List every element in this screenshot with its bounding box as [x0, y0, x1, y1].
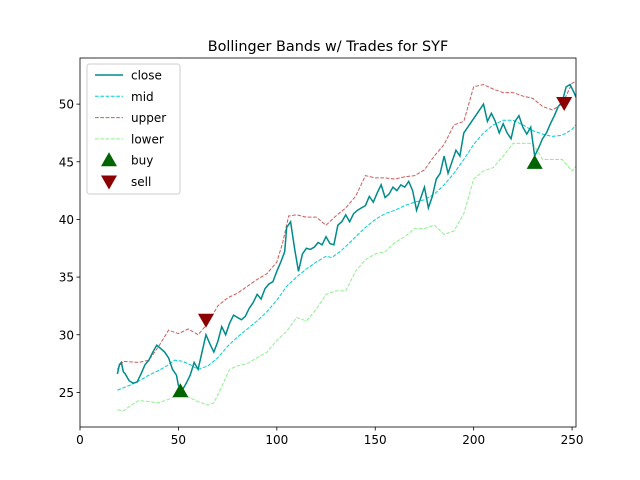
x-tick-label: 200 — [462, 433, 485, 447]
legend-label-lower: lower — [131, 132, 164, 146]
series-line-close — [116, 83, 576, 392]
legend-swatch-buy — [101, 152, 117, 167]
x-tick-label: 100 — [265, 433, 288, 447]
legend-label-buy: buy — [131, 154, 153, 168]
x-tick-label: 50 — [171, 433, 186, 447]
x-tick-label: 0 — [76, 433, 84, 447]
y-tick-label: 25 — [59, 386, 74, 400]
y-tick-label: 30 — [59, 328, 74, 342]
x-tick-label: 250 — [561, 433, 584, 447]
chart-title: Bollinger Bands w/ Trades for SYF — [208, 39, 449, 55]
legend-label-close: close — [131, 69, 162, 83]
series-line-upper — [116, 80, 576, 370]
sell-marker-1 — [556, 96, 573, 111]
y-tick-label: 45 — [59, 155, 74, 169]
axes-frame — [79, 57, 577, 428]
legend-swatch-sell — [101, 175, 117, 190]
legend-label-mid: mid — [131, 90, 154, 104]
y-tick-label: 35 — [59, 271, 74, 285]
buy-marker-1 — [526, 154, 543, 169]
y-tick-label: 40 — [59, 213, 74, 227]
legend-label-sell: sell — [131, 175, 151, 189]
sell-marker-0 — [197, 313, 214, 328]
x-tick-label: 150 — [364, 433, 387, 447]
series-line-lower — [117, 142, 576, 412]
series-line-mid — [117, 119, 576, 391]
y-tick-label: 50 — [59, 98, 74, 112]
buy-marker-0 — [172, 383, 189, 398]
legend-label-upper: upper — [131, 111, 166, 125]
